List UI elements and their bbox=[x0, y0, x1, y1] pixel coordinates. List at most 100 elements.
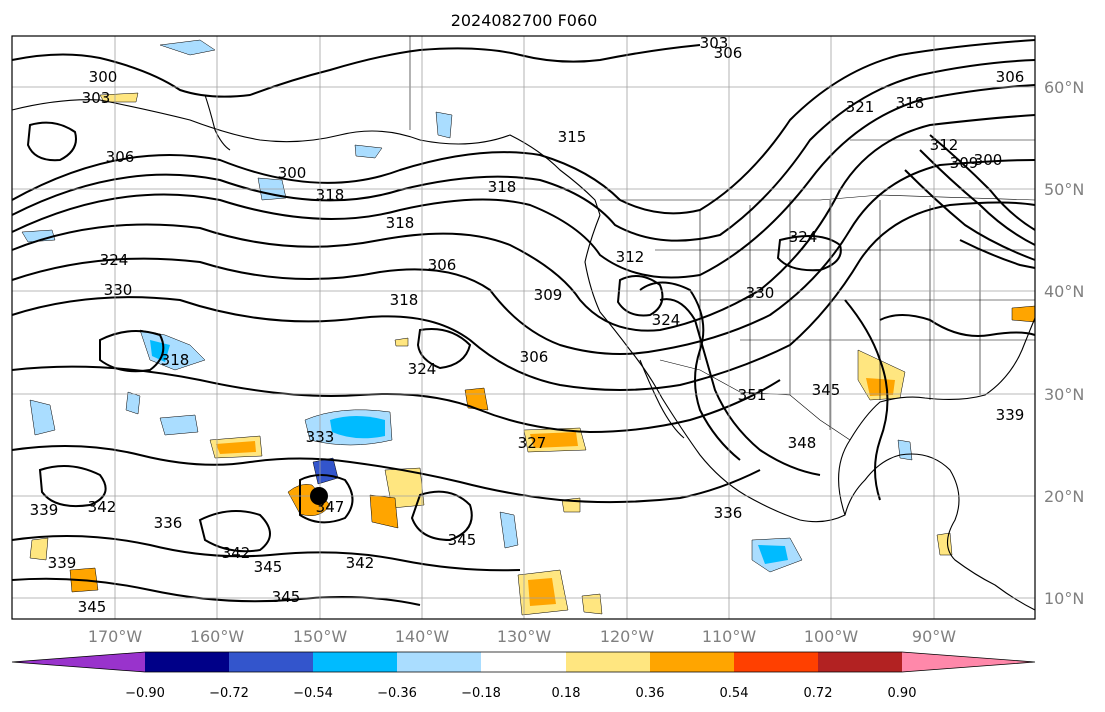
colorbar-tick-label: −0.72 bbox=[209, 686, 249, 701]
colorbar-tick-label: −0.90 bbox=[125, 686, 165, 701]
patch-blue bbox=[29, 399, 56, 436]
contour-label: 333 bbox=[306, 428, 335, 446]
patch-blue bbox=[125, 391, 141, 415]
contour-label: 345 bbox=[78, 598, 107, 616]
contour-label: 336 bbox=[154, 514, 183, 532]
patch-blue-strong bbox=[150, 340, 170, 362]
contour-label: 318 bbox=[161, 351, 190, 369]
colorbar-segment bbox=[229, 652, 313, 672]
colorbar-tick-label: −0.54 bbox=[293, 686, 333, 701]
colorbar-segment bbox=[481, 652, 566, 672]
lon-tick-label: 170°W bbox=[88, 627, 143, 646]
contour-label: 345 bbox=[272, 588, 301, 606]
contour-label: 342 bbox=[346, 554, 375, 572]
contour-label: 339 bbox=[30, 501, 59, 519]
contour-label: 300 bbox=[974, 151, 1003, 169]
colorbar-extend-right bbox=[902, 652, 1035, 672]
contour-label: 309 bbox=[950, 154, 979, 172]
contour-label: 306 bbox=[520, 348, 549, 366]
lat-tick-label: 60°N bbox=[1044, 78, 1084, 97]
patch-blue bbox=[159, 414, 199, 436]
lon-tick-label: 130°W bbox=[497, 627, 552, 646]
patch-orange bbox=[866, 378, 895, 396]
colorbar-segment bbox=[145, 652, 229, 672]
contour-label: 324 bbox=[789, 228, 818, 246]
contour-label: 306 bbox=[428, 256, 457, 274]
contour-label: 330 bbox=[104, 281, 133, 299]
lat-tick-label: 10°N bbox=[1044, 589, 1084, 608]
colorbar-segment bbox=[313, 652, 397, 672]
colorbar-extend-left bbox=[12, 652, 145, 672]
colorbar-ticks: −0.90 −0.72 −0.54 −0.36 −0.18 0.18 0.36 … bbox=[125, 686, 916, 701]
lon-tick-label: 160°W bbox=[190, 627, 245, 646]
colorbar-segment bbox=[650, 652, 734, 672]
colorbar-tick-label: −0.36 bbox=[377, 686, 417, 701]
patch-blue bbox=[435, 111, 453, 139]
contour-label: 339 bbox=[48, 554, 77, 572]
contour-label: 300 bbox=[89, 68, 118, 86]
contour-label: 336 bbox=[714, 504, 743, 522]
patch-orange bbox=[528, 578, 556, 606]
contour-label: 351 bbox=[738, 386, 767, 404]
lat-tick-label: 40°N bbox=[1044, 282, 1084, 301]
colorbar-tick-label: 0.72 bbox=[804, 686, 833, 701]
contour-label: 321 bbox=[846, 98, 875, 116]
lon-tick-label: 120°W bbox=[600, 627, 655, 646]
patch-blue bbox=[354, 144, 383, 159]
patch-blue bbox=[499, 511, 519, 549]
colorbar-segment bbox=[397, 652, 481, 672]
patch-orange bbox=[394, 337, 409, 347]
contour-label: 306 bbox=[714, 44, 743, 62]
contour-label: 324 bbox=[652, 311, 681, 329]
contour-label: 309 bbox=[534, 286, 563, 304]
contour-label: 318 bbox=[316, 186, 345, 204]
patch-orange bbox=[581, 593, 603, 615]
patch-orange bbox=[530, 432, 578, 448]
colorbar-tick-label: −0.18 bbox=[461, 686, 501, 701]
patch-orange bbox=[464, 387, 489, 411]
patch-orange bbox=[287, 484, 331, 516]
contour-label: 345 bbox=[812, 381, 841, 399]
colorbar-segment bbox=[734, 652, 818, 672]
contour-label: 345 bbox=[254, 558, 283, 576]
patch-orange bbox=[29, 537, 49, 561]
map-area: 303 306 300 303 306 300 318 315 318 321 … bbox=[11, 34, 1036, 620]
lon-tick-label: 110°W bbox=[702, 627, 757, 646]
patch-blue bbox=[139, 329, 206, 371]
patch-orange bbox=[369, 494, 399, 529]
patch-blue-strong bbox=[758, 545, 788, 564]
contour-label: 348 bbox=[788, 434, 817, 452]
contour-label: 318 bbox=[386, 214, 415, 232]
contour-label: 300 bbox=[278, 164, 307, 182]
colorbar-tick-label: 0.54 bbox=[720, 686, 749, 701]
patch-orange bbox=[216, 441, 256, 454]
contour-label: 318 bbox=[896, 94, 925, 112]
contour-label: 342 bbox=[88, 498, 117, 516]
map-title: 2024082700 F060 bbox=[451, 11, 598, 30]
contour-label: 345 bbox=[448, 531, 477, 549]
contour-label: 330 bbox=[746, 284, 775, 302]
contour-label: 318 bbox=[390, 291, 419, 309]
contours bbox=[11, 39, 1036, 606]
colorbar-outline bbox=[11, 651, 1036, 673]
lat-tick-label: 50°N bbox=[1044, 180, 1084, 199]
lon-tick-label: 90°W bbox=[912, 627, 956, 646]
lat-tick-label: 20°N bbox=[1044, 487, 1084, 506]
colorbar-segment bbox=[818, 652, 902, 672]
contour-label: 318 bbox=[488, 178, 517, 196]
colorbar-tick-label: 0.36 bbox=[636, 686, 665, 701]
patch-blue bbox=[897, 439, 913, 461]
lat-axis: 60°N 50°N 40°N 30°N 20°N 10°N bbox=[1044, 78, 1084, 608]
colorbar-tick-label: 0.18 bbox=[552, 686, 581, 701]
patch-orange bbox=[1011, 305, 1036, 323]
patch-orange bbox=[99, 92, 139, 103]
lon-axis: 170°W 160°W 150°W 140°W 130°W 120°W 110°… bbox=[88, 627, 956, 646]
contour-label: 327 bbox=[518, 434, 547, 452]
lat-tick-label: 30°N bbox=[1044, 385, 1084, 404]
lon-tick-label: 100°W bbox=[804, 627, 859, 646]
contour-label: 312 bbox=[930, 136, 959, 154]
patch-blue-strong bbox=[330, 416, 385, 439]
lon-tick-label: 140°W bbox=[395, 627, 450, 646]
lon-tick-label: 150°W bbox=[293, 627, 348, 646]
